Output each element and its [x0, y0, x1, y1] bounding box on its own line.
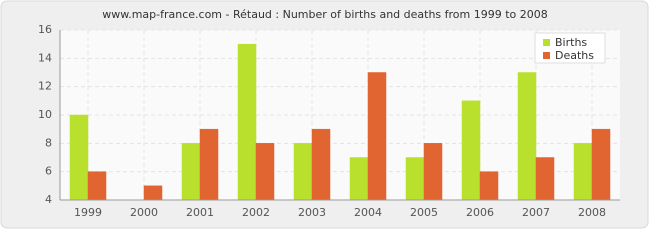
bar: [517, 72, 537, 201]
y-tick-label: 10: [38, 108, 52, 121]
bar: [293, 143, 313, 201]
bar: [573, 143, 593, 201]
x-tick-label: 2006: [466, 206, 494, 219]
bar: [461, 100, 481, 201]
x-tick-label: 2007: [522, 206, 550, 219]
x-tick-label: 2003: [298, 206, 326, 219]
bar: [143, 185, 163, 201]
x-tick-label: 2004: [354, 206, 382, 219]
y-tick-label: 8: [45, 136, 52, 149]
bar: [237, 43, 257, 201]
y-tick-label: 16: [38, 23, 52, 36]
bar: [535, 157, 555, 201]
x-tick-label: 2000: [130, 206, 158, 219]
bar: [349, 157, 369, 201]
chart-title: www.map-france.com - Rétaud : Number of …: [102, 8, 548, 21]
y-tick-label: 6: [45, 165, 52, 178]
bar: [181, 143, 201, 201]
x-tick-label: 2005: [410, 206, 438, 219]
legend-label: Births: [555, 36, 587, 49]
chart: www.map-france.com - Rétaud : Number of …: [0, 0, 649, 229]
x-tick-label: 2002: [242, 206, 270, 219]
bar: [405, 157, 425, 201]
bar: [591, 128, 611, 201]
legend-label: Deaths: [555, 49, 594, 62]
y-tick-label: 14: [38, 51, 52, 64]
bar: [255, 143, 275, 201]
x-tick-label: 2001: [186, 206, 214, 219]
y-tick-label: 12: [38, 80, 52, 93]
x-tick-label: 1999: [74, 206, 102, 219]
bar: [87, 171, 107, 201]
bar: [367, 72, 387, 201]
bar: [423, 143, 443, 201]
legend-swatch: [543, 52, 550, 59]
x-tick-label: 2008: [578, 206, 606, 219]
page: {"chart_data": {"type": "bar", "title": …: [0, 0, 649, 229]
bar: [69, 114, 89, 201]
bar: [479, 171, 499, 201]
bar: [199, 128, 219, 201]
legend-swatch: [543, 39, 550, 46]
y-tick-label: 4: [45, 193, 52, 206]
bar: [311, 128, 331, 201]
